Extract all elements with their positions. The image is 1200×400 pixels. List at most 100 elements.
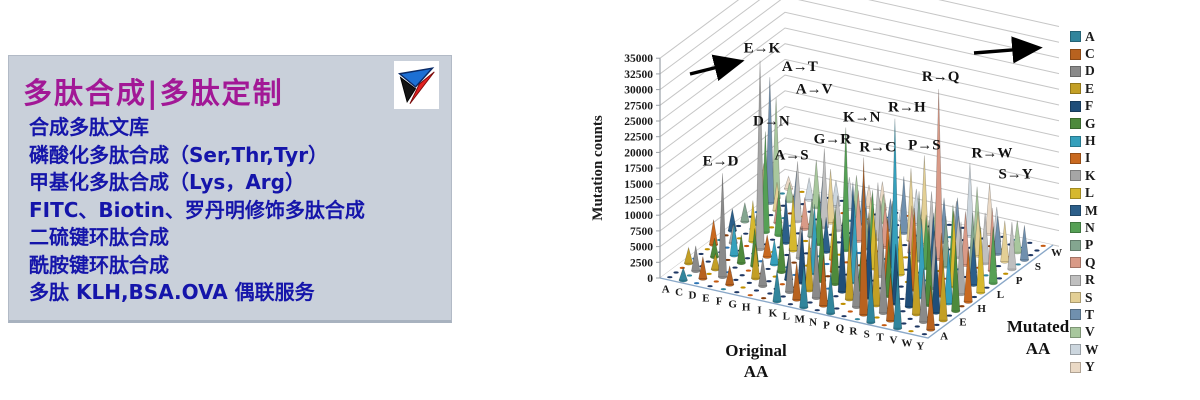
floor-dash — [747, 294, 753, 297]
legend-label: A — [1085, 28, 1095, 44]
legend-item: H — [1070, 132, 1099, 149]
floor-dash — [746, 281, 752, 284]
floor-dash — [881, 324, 887, 327]
promo-title: 多肽合成|多肽定制 — [23, 76, 284, 110]
x-axis-title: AA — [744, 362, 769, 381]
floor-dash — [841, 315, 847, 318]
cone — [772, 269, 782, 302]
legend-swatch — [1070, 100, 1081, 112]
legend-swatch — [1070, 257, 1081, 269]
legend-item: A — [1070, 28, 1099, 45]
cone — [1007, 221, 1017, 270]
floor-dash — [784, 253, 790, 257]
cone — [919, 268, 929, 323]
cone — [765, 77, 775, 204]
legend-item: M — [1070, 202, 1099, 219]
floor-dash — [739, 274, 745, 277]
legend-item: S — [1070, 289, 1099, 306]
z-axis-letter: A — [940, 331, 948, 343]
legend-label: Y — [1085, 359, 1095, 375]
cone — [893, 271, 903, 329]
annotation-label: D→N — [753, 114, 790, 130]
x-axis-letter: P — [823, 320, 830, 332]
floor-dash — [946, 314, 953, 317]
legend-swatch — [1070, 309, 1081, 321]
floor-dash — [803, 252, 810, 255]
floor-dash — [1003, 272, 1009, 275]
cone — [963, 248, 973, 302]
cone — [1012, 220, 1022, 253]
floor-dash — [743, 232, 749, 235]
floor-dash — [996, 277, 1003, 280]
cone — [804, 177, 814, 200]
legend-swatch — [1070, 135, 1081, 147]
floor-dash — [824, 262, 830, 266]
legend-item: L — [1070, 185, 1099, 202]
annotation-label: R→H — [888, 100, 926, 116]
floor-dash — [833, 295, 839, 298]
cone — [853, 190, 863, 242]
x-axis-letter: R — [849, 326, 858, 338]
x-axis-letter: Q — [836, 323, 845, 335]
cone — [1019, 225, 1029, 261]
cone — [988, 226, 998, 284]
cone — [718, 173, 728, 278]
legend-swatch — [1070, 118, 1081, 130]
cone — [911, 241, 921, 315]
promo-panel: 多肽合成|多肽定制 合成多肽文库 磷酸化多肽合成（Ser,Thr,Tyr） 甲基化多… — [8, 55, 452, 323]
floor-dash — [780, 295, 786, 298]
floor-dash — [733, 278, 739, 281]
mutation-3d-chart: 0 2500 5000 7500 10000 12500 15000 17500 20000 22… — [590, 0, 1070, 381]
legend-item: G — [1070, 115, 1099, 132]
cone — [844, 236, 854, 300]
x-axis-letter: C — [675, 287, 683, 299]
x-axis-letter: S — [864, 329, 870, 341]
legend-label: I — [1085, 150, 1091, 166]
direction-arrow-right-icon — [973, 36, 1043, 64]
legend-item: P — [1070, 237, 1099, 254]
x-axis-letter: I — [757, 305, 761, 317]
legend-swatch — [1070, 83, 1081, 95]
floor-dash — [854, 318, 861, 321]
legend-label: D — [1085, 63, 1095, 79]
x-axis-letter: F — [716, 296, 723, 308]
cone — [878, 243, 888, 314]
grid-line — [659, 43, 1060, 138]
floor-front-edge — [659, 244, 1054, 339]
y-tick-label: 5000 — [630, 242, 653, 254]
cone — [904, 240, 914, 307]
cone — [841, 127, 851, 251]
floor-dash — [694, 282, 700, 285]
cone — [691, 245, 701, 272]
cone — [678, 266, 688, 281]
floor-dash — [765, 267, 771, 271]
y-tick-label: 22500 — [624, 132, 653, 144]
floor-dash — [735, 224, 742, 228]
y-tick-label: 0 — [647, 273, 653, 285]
cone — [826, 272, 836, 314]
legend-item: I — [1070, 150, 1099, 167]
floor-dash — [799, 190, 805, 193]
cone — [751, 243, 761, 279]
cone — [758, 257, 768, 287]
grid-line — [659, 58, 1060, 153]
floor-dash — [740, 286, 746, 289]
floor-dash — [983, 274, 989, 277]
y-tick-label: 12500 — [624, 195, 653, 207]
cone — [784, 247, 795, 293]
floor-dash — [779, 192, 785, 195]
z-axis-letter: W — [1051, 247, 1062, 259]
x-axis-letter: V — [890, 335, 898, 347]
y-tick-label: 15000 — [624, 179, 653, 191]
legend-item: Y — [1070, 358, 1099, 375]
legend-item: N — [1070, 219, 1099, 236]
annotation-label: P→S — [908, 138, 941, 154]
legend-swatch — [1070, 170, 1081, 182]
cone — [899, 176, 909, 234]
grid-line — [659, 105, 1060, 200]
cone — [944, 246, 954, 304]
cone — [965, 163, 975, 236]
x-axis-letter: Y — [916, 341, 924, 353]
